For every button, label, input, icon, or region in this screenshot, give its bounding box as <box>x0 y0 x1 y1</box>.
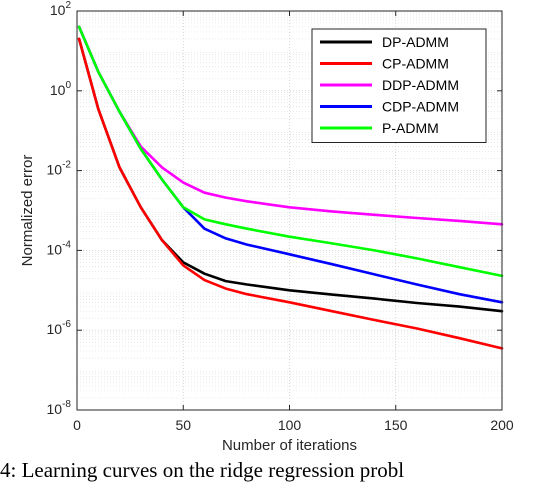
y-tick-label: 10-6 <box>47 319 72 337</box>
x-tick-label: 100 <box>278 417 302 433</box>
x-tick-label: 200 <box>490 417 514 433</box>
axis-ticks: 0 50 100 150 200 10-8 10-6 10-4 10-2 100 102 <box>47 0 514 433</box>
y-tick-label: 100 <box>50 80 72 98</box>
legend-label: P-ADMM <box>382 120 439 136</box>
legend-label: DDP-ADMM <box>382 77 459 93</box>
series-line-cp-admm <box>77 37 504 350</box>
series-lines <box>77 25 504 350</box>
y-axis-label: Normalized error <box>19 155 36 267</box>
x-tick-label: 0 <box>73 417 81 433</box>
legend-label: CP-ADMM <box>382 56 449 72</box>
y-tick-label: 10-2 <box>47 160 72 178</box>
legend-label: DP-ADMM <box>382 34 449 50</box>
y-tick-label: 102 <box>50 0 72 18</box>
legend-label: CDP-ADMM <box>382 99 459 115</box>
x-axis-label: Number of iterations <box>222 437 357 454</box>
y-tick-label: 10-8 <box>47 399 72 417</box>
figure-caption: 4: Learning curves on the ridge regressi… <box>0 458 405 482</box>
x-tick-label: 50 <box>175 417 191 433</box>
line-chart: 0 50 100 150 200 10-8 10-6 10-4 10-2 100 102 Numbe… <box>19 0 514 454</box>
x-tick-label: 150 <box>384 417 408 433</box>
y-tick-label: 10-4 <box>47 239 72 257</box>
legend: DP-ADMM CP-ADMM DDP-ADMM CDP-ADMM P-ADMM <box>311 28 487 143</box>
series-line-p-admm <box>77 25 504 278</box>
